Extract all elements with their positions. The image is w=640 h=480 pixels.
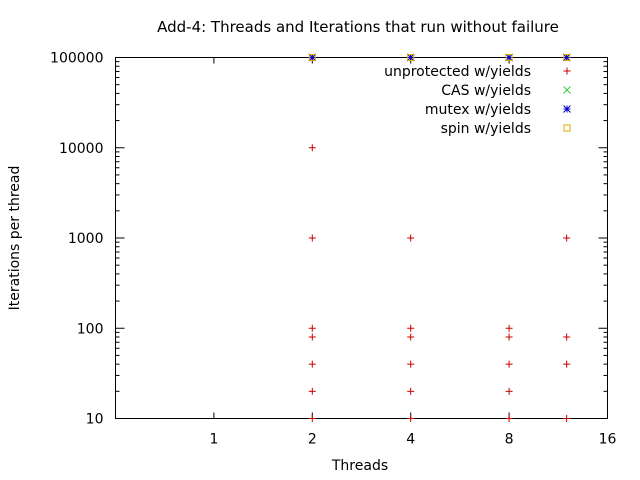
- point-mutex-w-yields: [406, 53, 415, 62]
- x-tick-label: 2: [308, 432, 317, 448]
- legend-marker: [563, 105, 571, 113]
- point-unprotected-w-yields: [407, 360, 415, 368]
- y-tick-label: 10: [86, 412, 104, 428]
- legend-marker: [563, 124, 571, 132]
- point-unprotected-w-yields: [407, 333, 415, 341]
- x-tick-label: 4: [406, 432, 415, 448]
- point-unprotected-w-yields: [505, 360, 513, 368]
- point-unprotected-w-yields: [308, 333, 316, 341]
- point-unprotected-w-yields: [505, 324, 513, 332]
- y-tick-label: 100: [77, 321, 104, 337]
- point-unprotected-w-yields: [407, 324, 415, 332]
- y-tick-label: 10000: [59, 141, 104, 157]
- point-unprotected-w-yields: [308, 415, 316, 422]
- point-spin-w-yields: [407, 54, 415, 61]
- x-axis-label: Threads: [331, 458, 388, 474]
- legend-label: CAS w/yields: [441, 83, 531, 99]
- y-tick-label: 1000: [68, 231, 104, 247]
- point-unprotected-w-yields: [407, 234, 415, 242]
- x-tick-label: 8: [505, 432, 514, 448]
- point-unprotected-w-yields: [407, 387, 415, 395]
- legend-label: mutex w/yields: [425, 102, 531, 118]
- legend-marker: [563, 86, 571, 94]
- point-unprotected-w-yields: [308, 144, 316, 152]
- point-unprotected-w-yields: [563, 415, 571, 422]
- point-unprotected-w-yields: [308, 360, 316, 368]
- point-unprotected-w-yields: [407, 415, 415, 422]
- point-spin-w-yields: [505, 54, 513, 61]
- point-unprotected-w-yields: [505, 333, 513, 341]
- point-mutex-w-yields: [505, 53, 513, 62]
- point-unprotected-w-yields: [308, 324, 316, 332]
- x-tick-label: 16: [599, 432, 617, 448]
- y-axis-label: Iterations per thread: [7, 166, 23, 311]
- point-unprotected-w-yields: [563, 360, 571, 368]
- point-mutex-w-yields: [308, 53, 317, 62]
- data-points: [308, 53, 571, 422]
- point-spin-w-yields: [563, 54, 571, 61]
- point-unprotected-w-yields: [505, 387, 513, 395]
- point-unprotected-w-yields: [563, 234, 571, 242]
- y-tick-label: 100000: [50, 51, 103, 67]
- legend-label: spin w/yields: [441, 121, 531, 137]
- x-tick-label: 1: [209, 432, 218, 448]
- legend-marker: [563, 67, 571, 75]
- plot-frame: [115, 57, 608, 419]
- legend: unprotected w/yields CAS w/yields mutex w/…: [384, 64, 571, 137]
- point-mutex-w-yields: [562, 53, 571, 62]
- point-unprotected-w-yields: [563, 333, 571, 341]
- point-unprotected-w-yields: [505, 415, 513, 422]
- y-axis-ticks: 10 100 1000 10000 100000: [50, 51, 608, 428]
- point-unprotected-w-yields: [308, 387, 316, 395]
- point-unprotected-w-yields: [308, 234, 316, 242]
- legend-label: unprotected w/yields: [384, 64, 531, 80]
- point-spin-w-yields: [308, 54, 316, 61]
- x-axis-ticks: 1 2 4 8 16: [209, 57, 617, 448]
- chart-title: Add-4: Threads and Iterations that run w…: [157, 18, 559, 36]
